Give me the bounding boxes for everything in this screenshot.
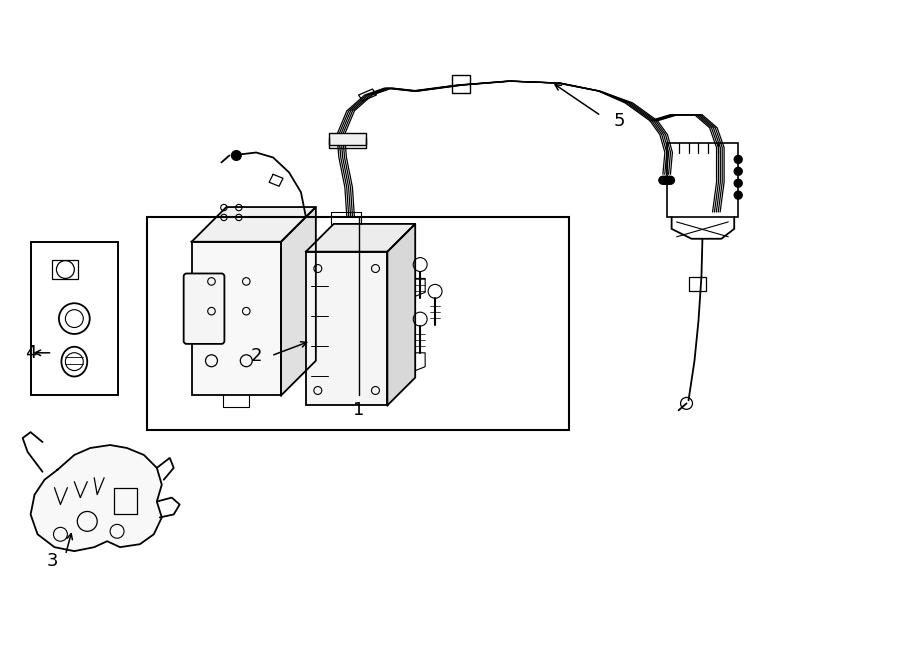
Circle shape [734, 155, 742, 163]
Circle shape [231, 151, 241, 161]
Text: 1: 1 [353, 401, 364, 419]
Circle shape [734, 191, 742, 199]
Polygon shape [192, 207, 316, 242]
Circle shape [664, 176, 672, 184]
Polygon shape [387, 224, 415, 405]
Bar [31, 242, 118, 395]
Bar [688, 278, 706, 292]
Bar [667, 143, 738, 217]
Circle shape [659, 176, 667, 184]
Circle shape [667, 176, 674, 184]
Bar [306, 252, 387, 405]
Bar [328, 133, 365, 145]
Bar [452, 75, 470, 93]
Text: 4: 4 [25, 344, 36, 362]
Circle shape [734, 179, 742, 187]
Text: 2: 2 [250, 347, 262, 365]
Circle shape [662, 176, 670, 184]
Polygon shape [306, 224, 415, 252]
Polygon shape [31, 445, 162, 551]
Circle shape [734, 167, 742, 175]
Text: 3: 3 [47, 552, 58, 570]
FancyBboxPatch shape [184, 274, 224, 344]
Circle shape [661, 176, 669, 184]
Bar [192, 242, 281, 395]
Bar [147, 217, 570, 430]
Polygon shape [281, 207, 316, 395]
Text: 5: 5 [613, 112, 625, 130]
Bar [52, 260, 78, 280]
